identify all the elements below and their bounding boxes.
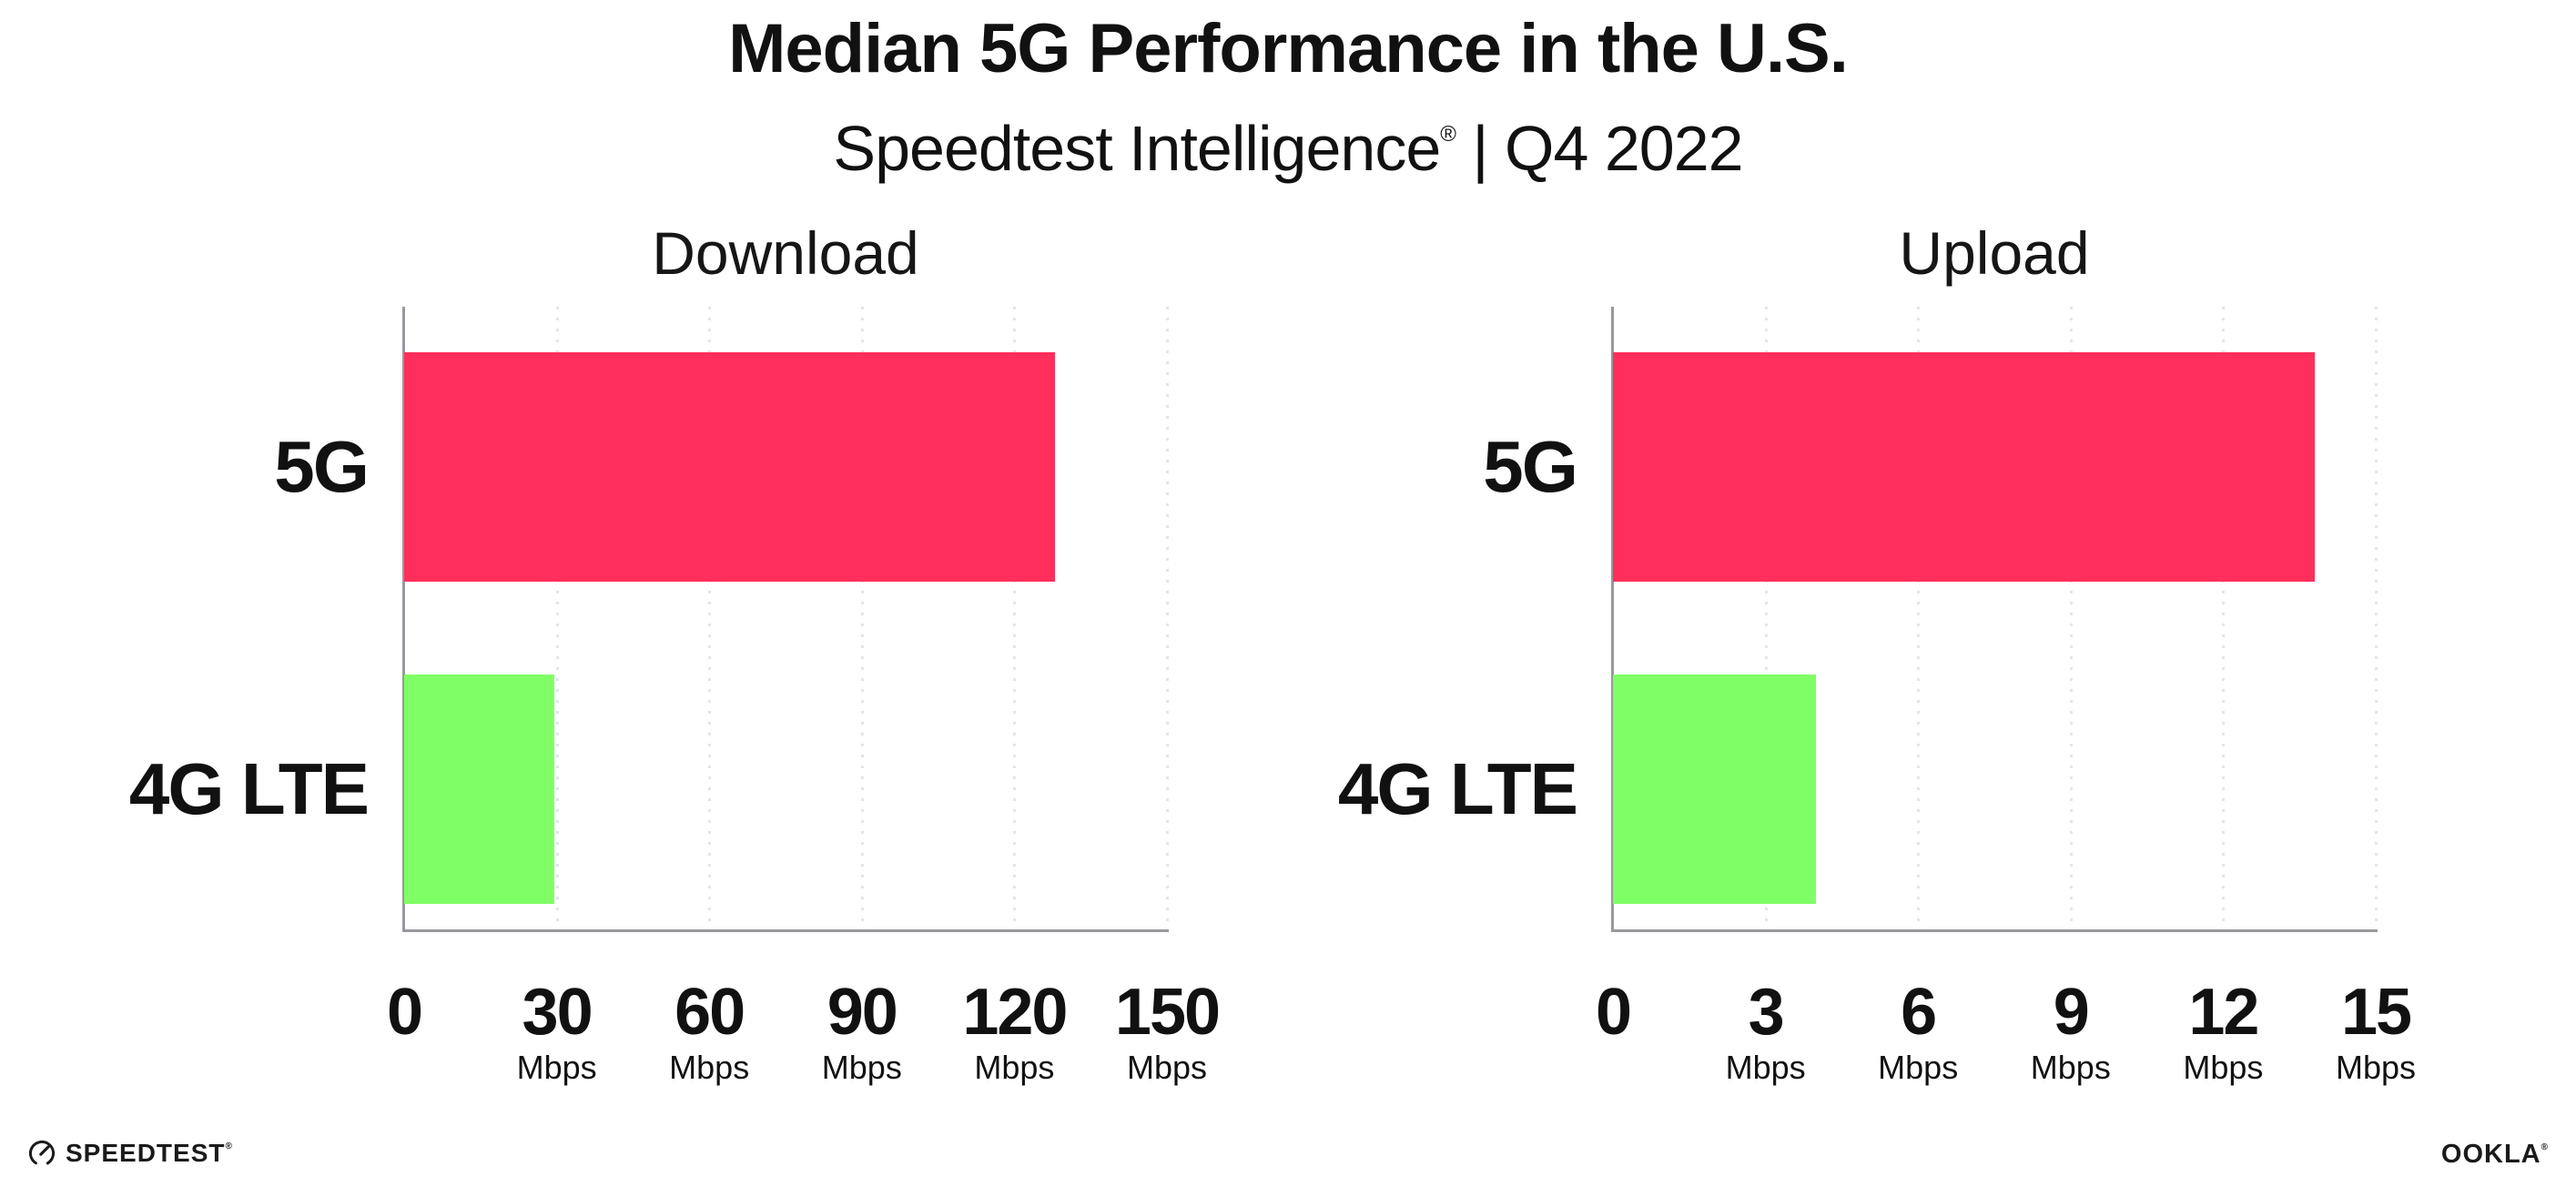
gridline: [1013, 307, 1017, 929]
x-tick-value: 30: [522, 976, 593, 1049]
bar-5g: [1613, 352, 2315, 582]
x-tick-value: 0: [386, 976, 423, 1049]
x-tick-unit: Mbps: [821, 1049, 902, 1086]
speedtest-wordmark: SPEEDTEST®: [66, 1139, 233, 1168]
x-axis-tick: 0: [386, 976, 423, 1049]
plot-area: [402, 307, 1169, 932]
x-axis-tick: 60 Mbps: [669, 979, 749, 1086]
category-label-5g: 5G: [274, 426, 370, 507]
x-axis-line: [1611, 929, 2378, 932]
x-tick-unit: Mbps: [974, 1049, 1055, 1086]
bar-4g-lte: [1613, 675, 1817, 904]
x-axis-tick: 6 Mbps: [1878, 979, 1958, 1086]
x-tick-value: 120: [962, 976, 1068, 1049]
y-axis-line: [402, 307, 405, 932]
x-tick-value: 6: [1901, 976, 1937, 1049]
x-axis-tick: 12 Mbps: [2183, 979, 2263, 1086]
speedtest-logo: SPEEDTEST®: [27, 1134, 233, 1172]
x-tick-unit: Mbps: [669, 1049, 750, 1086]
page-title: Median 5G Performance in the U.S.: [728, 10, 1849, 87]
gridline: [2375, 307, 2378, 929]
registered-mark-icon: ®: [2541, 1142, 2549, 1152]
category-label-4g-lte: 4G LTE: [128, 748, 370, 829]
x-tick-value: 15: [2340, 976, 2412, 1049]
x-axis-tick: 150 Mbps: [1114, 976, 1221, 1086]
x-tick-value: 90: [827, 976, 898, 1049]
upload-chart: Upload 0 3 Mbps 6 Mbps 9 Mbps 12 Mbps 15 Mbps 5G 4G L…: [1338, 218, 2416, 1111]
bar-5g: [404, 352, 1056, 582]
gridline: [1764, 307, 1768, 929]
x-tick-unit: Mbps: [1126, 1049, 1208, 1086]
gridline: [708, 307, 712, 929]
x-axis-tick: 120 Mbps: [962, 976, 1068, 1086]
x-tick-unit: Mbps: [2030, 1049, 2111, 1086]
ookla-label: OOKLA: [2440, 1140, 2541, 1169]
x-axis-tick: 90 Mbps: [822, 979, 902, 1086]
subtitle-brand: Speedtest Intelligence: [833, 113, 1441, 184]
subtitle-period: | Q4 2022: [1455, 113, 1743, 184]
x-tick-unit: Mbps: [2183, 1049, 2264, 1086]
category-label-4g-lte: 4G LTE: [1337, 748, 1578, 829]
x-axis-tick: 0: [1595, 976, 1632, 1049]
category-label-5g: 5G: [1483, 426, 1578, 507]
page-subtitle: Speedtest Intelligence® | Q4 2022: [0, 98, 2576, 185]
plot-area: [1611, 307, 2378, 932]
speedtest-label: SPEEDTEST: [66, 1139, 226, 1167]
chart-title: Download: [652, 219, 919, 287]
speedtest-gauge-icon: [28, 1140, 56, 1167]
gridline: [2222, 307, 2226, 929]
download-chart: Download 0 30 Mbps 60 Mbps 90 Mbps 120 Mbps 150 Mbp…: [129, 218, 1221, 1111]
x-tick-value: 3: [1748, 976, 1785, 1049]
x-axis-line: [402, 929, 1169, 932]
x-tick-unit: Mbps: [1725, 1049, 1806, 1086]
registered-mark-icon: ®: [1440, 122, 1456, 147]
x-tick-unit: Mbps: [2335, 1049, 2417, 1086]
gridline: [2069, 307, 2073, 929]
x-axis-tick: 3 Mbps: [1726, 979, 1806, 1086]
x-tick-value: 0: [1595, 976, 1632, 1049]
x-axis-tick: 15 Mbps: [2336, 979, 2416, 1086]
x-tick-value: 60: [674, 976, 745, 1049]
x-axis-tick: 9 Mbps: [2031, 979, 2111, 1086]
x-axis-tick: 30 Mbps: [517, 979, 597, 1086]
gridline: [555, 307, 559, 929]
gridline: [860, 307, 864, 929]
gridline: [1166, 307, 1169, 929]
gridline: [1917, 307, 1921, 929]
x-tick-value: 9: [2053, 976, 2090, 1049]
x-tick-value: 150: [1114, 976, 1221, 1049]
chart-title: Upload: [1899, 219, 2090, 287]
y-axis-line: [1611, 307, 1614, 932]
x-tick-unit: Mbps: [516, 1049, 597, 1086]
registered-mark-icon: ®: [225, 1141, 233, 1151]
x-tick-unit: Mbps: [1878, 1049, 1959, 1086]
x-tick-value: 12: [2188, 976, 2259, 1049]
ookla-logo: OOKLA®: [2441, 1140, 2549, 1170]
bar-4g-lte: [404, 675, 555, 904]
